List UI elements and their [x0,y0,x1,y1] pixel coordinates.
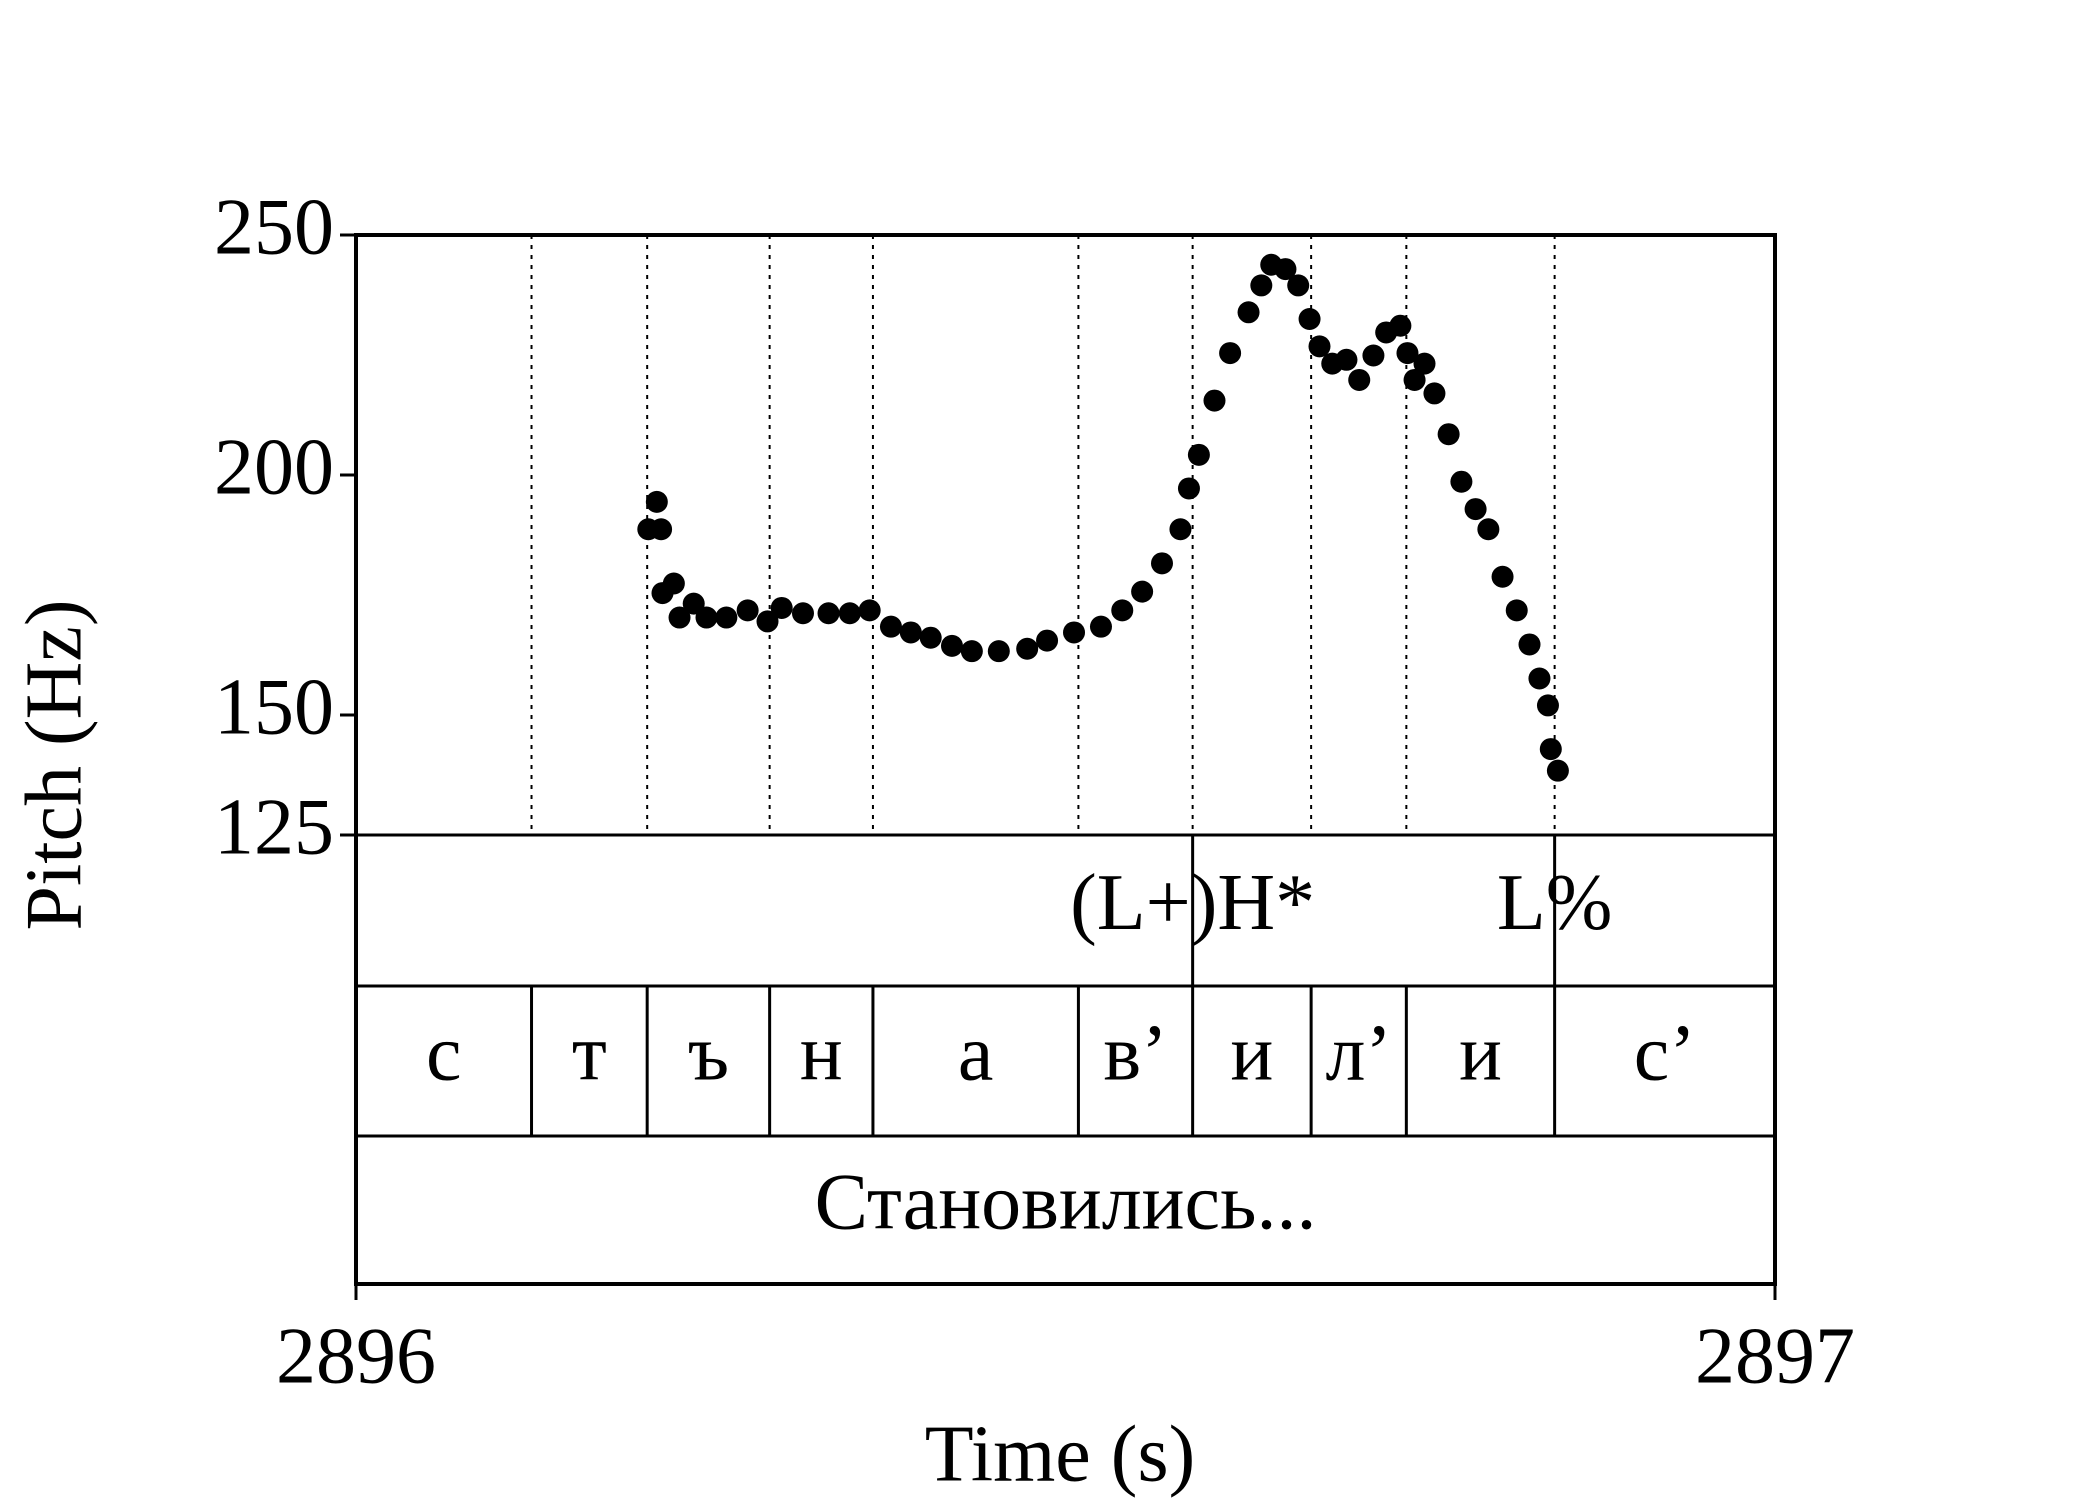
pitch-point [1287,274,1310,297]
segment-label: с’ [1634,1009,1696,1097]
pitch-point [1111,599,1134,622]
pitch-point [1450,470,1473,493]
segment-label: в’ [1103,1009,1167,1097]
pitch-point [650,518,673,541]
pitch-point [662,572,685,595]
pitch-point [940,634,963,657]
pitch-point [1274,258,1297,281]
pitch-point [1539,738,1562,761]
pitch-point [899,621,922,644]
pitch-point [1413,352,1436,375]
pitch-point [1219,342,1242,365]
segment-label: н [800,1009,843,1097]
pitch-point [1187,443,1210,466]
pitch-point [1477,518,1500,541]
pitch-point [668,606,691,629]
y-axis-label: Pitch (Hz) [10,599,98,930]
y-tick-label: 200 [214,423,334,511]
pitch-point [1403,368,1426,391]
x-tick-label: 2896 [276,1312,436,1400]
pitch-point [1528,667,1551,690]
pitch-point [817,602,840,625]
pitch-point [1203,389,1226,412]
pitch-point [1505,599,1528,622]
pitch-point [1169,518,1192,541]
x-tick-label: 2897 [1695,1312,1855,1400]
pitch-point [682,592,705,615]
pitch-point [1237,301,1260,324]
pitch-point [645,490,668,513]
pitch-point [960,640,983,663]
pitch-point [1177,477,1200,500]
pitch-point [1464,498,1487,521]
pitch-point [1437,423,1460,446]
segment-label: и [1459,1009,1502,1097]
y-tick-label: 125 [214,783,334,871]
pitch-point [1298,308,1321,330]
pitch-point [879,615,902,638]
pitch-point [1362,344,1385,367]
pitch-point [838,602,861,625]
pitch-point [1546,759,1569,782]
tone-label: L% [1497,859,1613,947]
pitch-point [791,602,814,625]
segment-label: и [1230,1009,1273,1097]
pitch-point [736,599,759,622]
pitch-point [1348,368,1371,391]
pitch-point [1036,629,1059,652]
tone-label: (L+)H* [1070,859,1315,947]
pitch-point [1308,335,1331,358]
pitch-point [1250,274,1273,297]
pitch-point [1536,694,1559,717]
pitch-point [1396,342,1419,365]
segment-label: с [426,1009,462,1097]
pitch-point [987,640,1010,663]
segment-label: т [572,1009,607,1097]
pitch-point [1089,615,1112,638]
pitch-point [1016,637,1039,660]
pitch-point [770,596,793,619]
pitch-point [695,606,718,629]
word-label: Становились... [815,1158,1317,1246]
segment-label: ъ [688,1009,729,1097]
pitch-point [1335,348,1358,371]
pitch-point [1389,314,1412,337]
segment-label: а [958,1009,994,1097]
pitch-point [1423,382,1446,405]
y-tick-label: 150 [214,663,334,751]
pitch-point [858,599,881,622]
pitch-point [715,606,738,629]
pitch-point [1518,633,1541,656]
segment-label: л’ [1325,1009,1392,1097]
pitch-point [1063,621,1086,644]
pitch-point [1150,552,1173,575]
pitch-point [919,626,942,649]
pitch-point [1491,565,1514,588]
pitch-point [756,610,779,633]
plot-frame [354,233,1777,1286]
pitch-point [1131,580,1154,603]
x-axis-label: Time (s) [925,1410,1195,1498]
y-tick-label: 250 [214,183,334,271]
